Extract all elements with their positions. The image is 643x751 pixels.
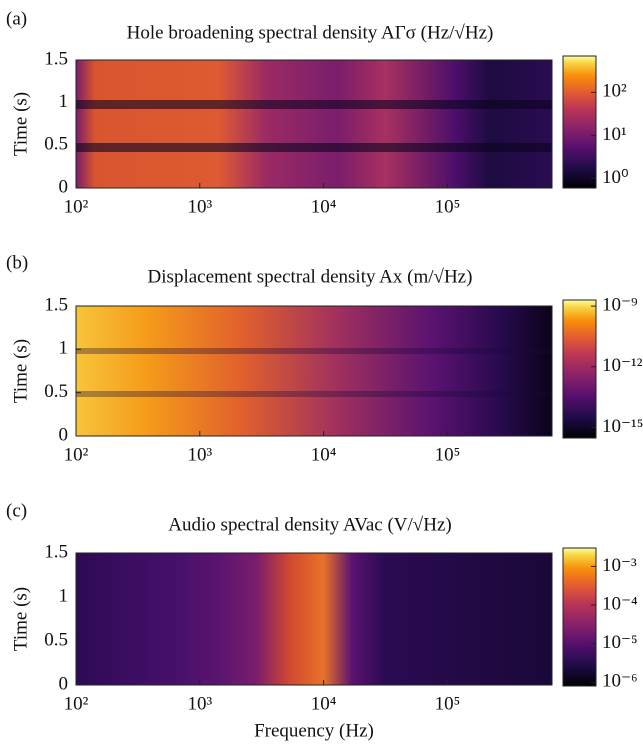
spectrogram-b — [76, 306, 552, 436]
panel-label: (c) — [6, 500, 27, 521]
y-axis-label: Time (s) — [10, 587, 31, 651]
colorbar-tick-label: 10⁻⁶ — [602, 671, 638, 692]
x-tick-label: 10² — [64, 444, 89, 465]
y-tick-label: 0.5 — [44, 629, 68, 650]
chart-title: Displacement spectral density Ax (m/√Hz) — [148, 266, 473, 287]
y-tick-label: 1.5 — [44, 294, 68, 315]
spectrogram-images — [76, 60, 552, 685]
x-tick-label: 10² — [64, 693, 89, 714]
plot-frame — [75, 59, 553, 189]
colorbar — [562, 299, 597, 439]
colorbar — [562, 547, 597, 687]
dark-band — [76, 348, 552, 354]
y-tick-label: 0.5 — [44, 381, 68, 402]
y-tick-label: 1 — [59, 338, 69, 359]
colorbar-tick-label: 10⁻¹² — [602, 355, 643, 376]
x-tick-label: 10⁵ — [435, 693, 461, 714]
y-tick-label: 1 — [59, 91, 69, 112]
y-axis-label: Time (s) — [10, 339, 31, 403]
colorbar-tick-label: 10¹ — [602, 124, 627, 145]
x-axis-label: Frequency (Hz) — [254, 720, 374, 741]
colorbar-tick-label: 10⁻¹⁵ — [602, 416, 643, 437]
colorbar-tick-label: 10⁻³ — [602, 555, 637, 576]
x-tick-label: 10³ — [187, 444, 212, 465]
dark-band — [76, 100, 552, 109]
dark-band — [76, 391, 552, 397]
colorbar — [562, 55, 597, 189]
x-tick-label: 10² — [64, 196, 89, 217]
y-tick-label: 1.5 — [44, 541, 68, 562]
x-tick-label: 10⁴ — [311, 693, 337, 714]
y-tick-label: 0 — [59, 424, 69, 445]
panel-label: (a) — [6, 8, 27, 29]
colorbar-tick-label: 10⁰ — [602, 167, 629, 188]
y-tick-label: 0 — [59, 176, 69, 197]
y-tick-label: 1.5 — [44, 48, 68, 69]
y-axis-label: Time (s) — [10, 92, 31, 156]
plot-frame — [75, 305, 553, 437]
colorbar-tick-label: 10⁻⁵ — [602, 632, 638, 653]
colorbar-tick-label: 10⁻⁹ — [602, 294, 638, 315]
colorbar-tick-label: 10⁻⁴ — [602, 593, 638, 614]
x-tick-label: 10⁴ — [311, 196, 337, 217]
y-tick-label: 0 — [59, 673, 69, 694]
dark-band — [76, 143, 552, 152]
colorbar-tick-label: 10² — [602, 81, 627, 102]
x-tick-label: 10⁵ — [435, 196, 461, 217]
x-tick-label: 10⁵ — [435, 444, 461, 465]
spectrogram-a — [76, 60, 552, 188]
panel-label: (b) — [6, 252, 28, 273]
x-tick-label: 10⁴ — [311, 444, 337, 465]
chart-title: Audio spectral density AVac (V/√Hz) — [168, 514, 451, 535]
chart-title: Hole broadening spectral density AΓσ (Hz… — [127, 22, 494, 43]
y-tick-label: 0.5 — [44, 134, 68, 155]
spectrogram-c — [76, 553, 552, 685]
y-tick-label: 1 — [59, 585, 69, 606]
x-tick-label: 10³ — [187, 693, 212, 714]
x-tick-label: 10³ — [187, 196, 212, 217]
plot-frame — [75, 552, 553, 686]
